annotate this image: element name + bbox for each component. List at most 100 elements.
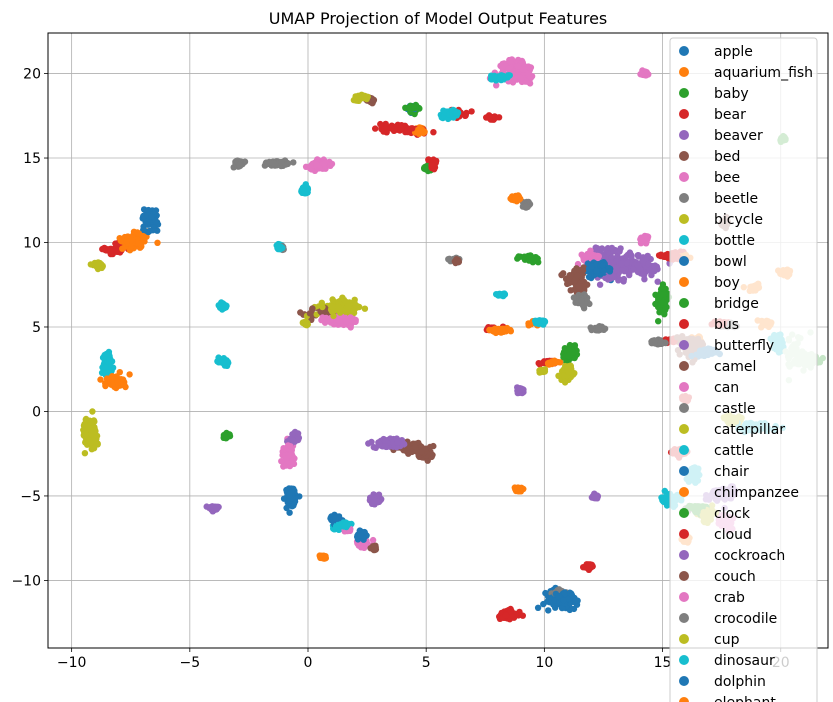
cattle-point bbox=[451, 108, 458, 116]
can-point bbox=[351, 318, 359, 325]
bus-point bbox=[428, 162, 436, 169]
cockroach-point bbox=[516, 386, 524, 393]
bicycle-point bbox=[361, 305, 369, 312]
beaver-point bbox=[608, 244, 616, 252]
bear-point bbox=[468, 108, 475, 115]
caterpillar-point bbox=[561, 379, 569, 386]
bowl-point bbox=[140, 226, 147, 234]
cockroach-point bbox=[376, 440, 383, 448]
can-point bbox=[493, 82, 500, 89]
boy-point bbox=[322, 554, 329, 562]
cockroach-point bbox=[619, 267, 626, 274]
bowl-point bbox=[149, 227, 157, 234]
cockroach-point bbox=[591, 492, 598, 500]
couch-point bbox=[558, 271, 565, 279]
aquarium_fish-point bbox=[154, 239, 161, 246]
bowl-point bbox=[283, 504, 290, 512]
cloud-point bbox=[407, 125, 415, 132]
butterfly-point bbox=[641, 276, 648, 283]
cockroach-point bbox=[369, 499, 377, 507]
cattle-point bbox=[220, 359, 227, 366]
bus-point bbox=[483, 114, 490, 121]
baby-point bbox=[515, 253, 522, 260]
bus-point bbox=[657, 251, 665, 258]
butterfly-point bbox=[645, 260, 652, 268]
clock-point bbox=[410, 103, 418, 110]
camel-point bbox=[428, 453, 435, 460]
bear-point bbox=[107, 250, 115, 258]
butterfly-point bbox=[654, 278, 661, 285]
cockroach-point bbox=[365, 440, 372, 447]
beaver-point bbox=[616, 248, 623, 255]
cockroach-point bbox=[382, 437, 389, 444]
bus-point bbox=[519, 612, 526, 619]
cockroach-point bbox=[610, 273, 617, 280]
butterfly-point bbox=[400, 440, 407, 447]
butterfly-point bbox=[289, 437, 296, 444]
bee-point bbox=[355, 542, 362, 549]
camel-point bbox=[424, 457, 431, 464]
can-point bbox=[328, 160, 336, 168]
caterpillar-point bbox=[351, 296, 358, 303]
bear-point bbox=[377, 120, 384, 128]
clock-point bbox=[660, 291, 668, 298]
bowl-point bbox=[286, 509, 293, 516]
bowl-point bbox=[357, 532, 365, 539]
couch-point bbox=[575, 283, 582, 290]
couch-point bbox=[403, 448, 410, 455]
boy-point bbox=[546, 359, 553, 367]
bear-point bbox=[462, 112, 469, 119]
butterfly-point bbox=[651, 267, 658, 275]
butterfly-point bbox=[370, 444, 377, 451]
camel-point bbox=[455, 258, 462, 265]
clock-point bbox=[565, 352, 573, 359]
butterfly-point bbox=[596, 281, 604, 288]
butterfly-point bbox=[608, 254, 616, 261]
bowl-point bbox=[534, 604, 542, 611]
caterpillar-point bbox=[538, 367, 546, 374]
couch-point bbox=[578, 272, 585, 279]
cloud-point bbox=[507, 608, 514, 615]
bus-point bbox=[430, 129, 437, 136]
couch-point bbox=[571, 277, 578, 284]
baby-point bbox=[655, 318, 662, 325]
beetle-point bbox=[446, 255, 453, 262]
cockroach-point bbox=[389, 439, 396, 446]
bear-point bbox=[372, 125, 379, 132]
boy-point bbox=[126, 371, 133, 378]
can-point bbox=[290, 460, 298, 468]
bear-point bbox=[99, 245, 106, 253]
clock-point bbox=[565, 347, 573, 354]
beaver-point bbox=[594, 245, 601, 252]
clock-point bbox=[528, 254, 535, 261]
cockroach-point bbox=[634, 262, 642, 269]
chimpanzee-point bbox=[486, 326, 493, 334]
boy-point bbox=[551, 359, 559, 367]
can-point bbox=[638, 71, 646, 78]
clock-point bbox=[222, 434, 230, 442]
cockroach-point bbox=[616, 276, 623, 283]
bottle-point bbox=[661, 487, 668, 495]
bowl-point bbox=[545, 607, 552, 614]
clock-point bbox=[662, 299, 669, 306]
can-point bbox=[278, 458, 285, 465]
chimpanzee-point bbox=[416, 127, 424, 135]
bottle-point bbox=[501, 290, 508, 297]
bear-point bbox=[535, 360, 542, 367]
caterpillar-point bbox=[302, 321, 310, 328]
bicycle-point bbox=[81, 450, 89, 457]
cockroach-point bbox=[618, 260, 625, 267]
bee-point bbox=[369, 536, 377, 544]
cloud-point bbox=[502, 612, 510, 619]
cattle-point bbox=[301, 188, 309, 195]
cockroach-point bbox=[630, 266, 637, 273]
bed-point bbox=[567, 287, 574, 294]
cockroach-point bbox=[213, 504, 220, 511]
beaver-point bbox=[598, 245, 606, 252]
bridge-point bbox=[422, 165, 429, 172]
boy-point bbox=[507, 328, 514, 335]
cloud-point bbox=[390, 126, 398, 133]
cockroach-point bbox=[628, 253, 635, 260]
boy-point bbox=[525, 322, 532, 329]
